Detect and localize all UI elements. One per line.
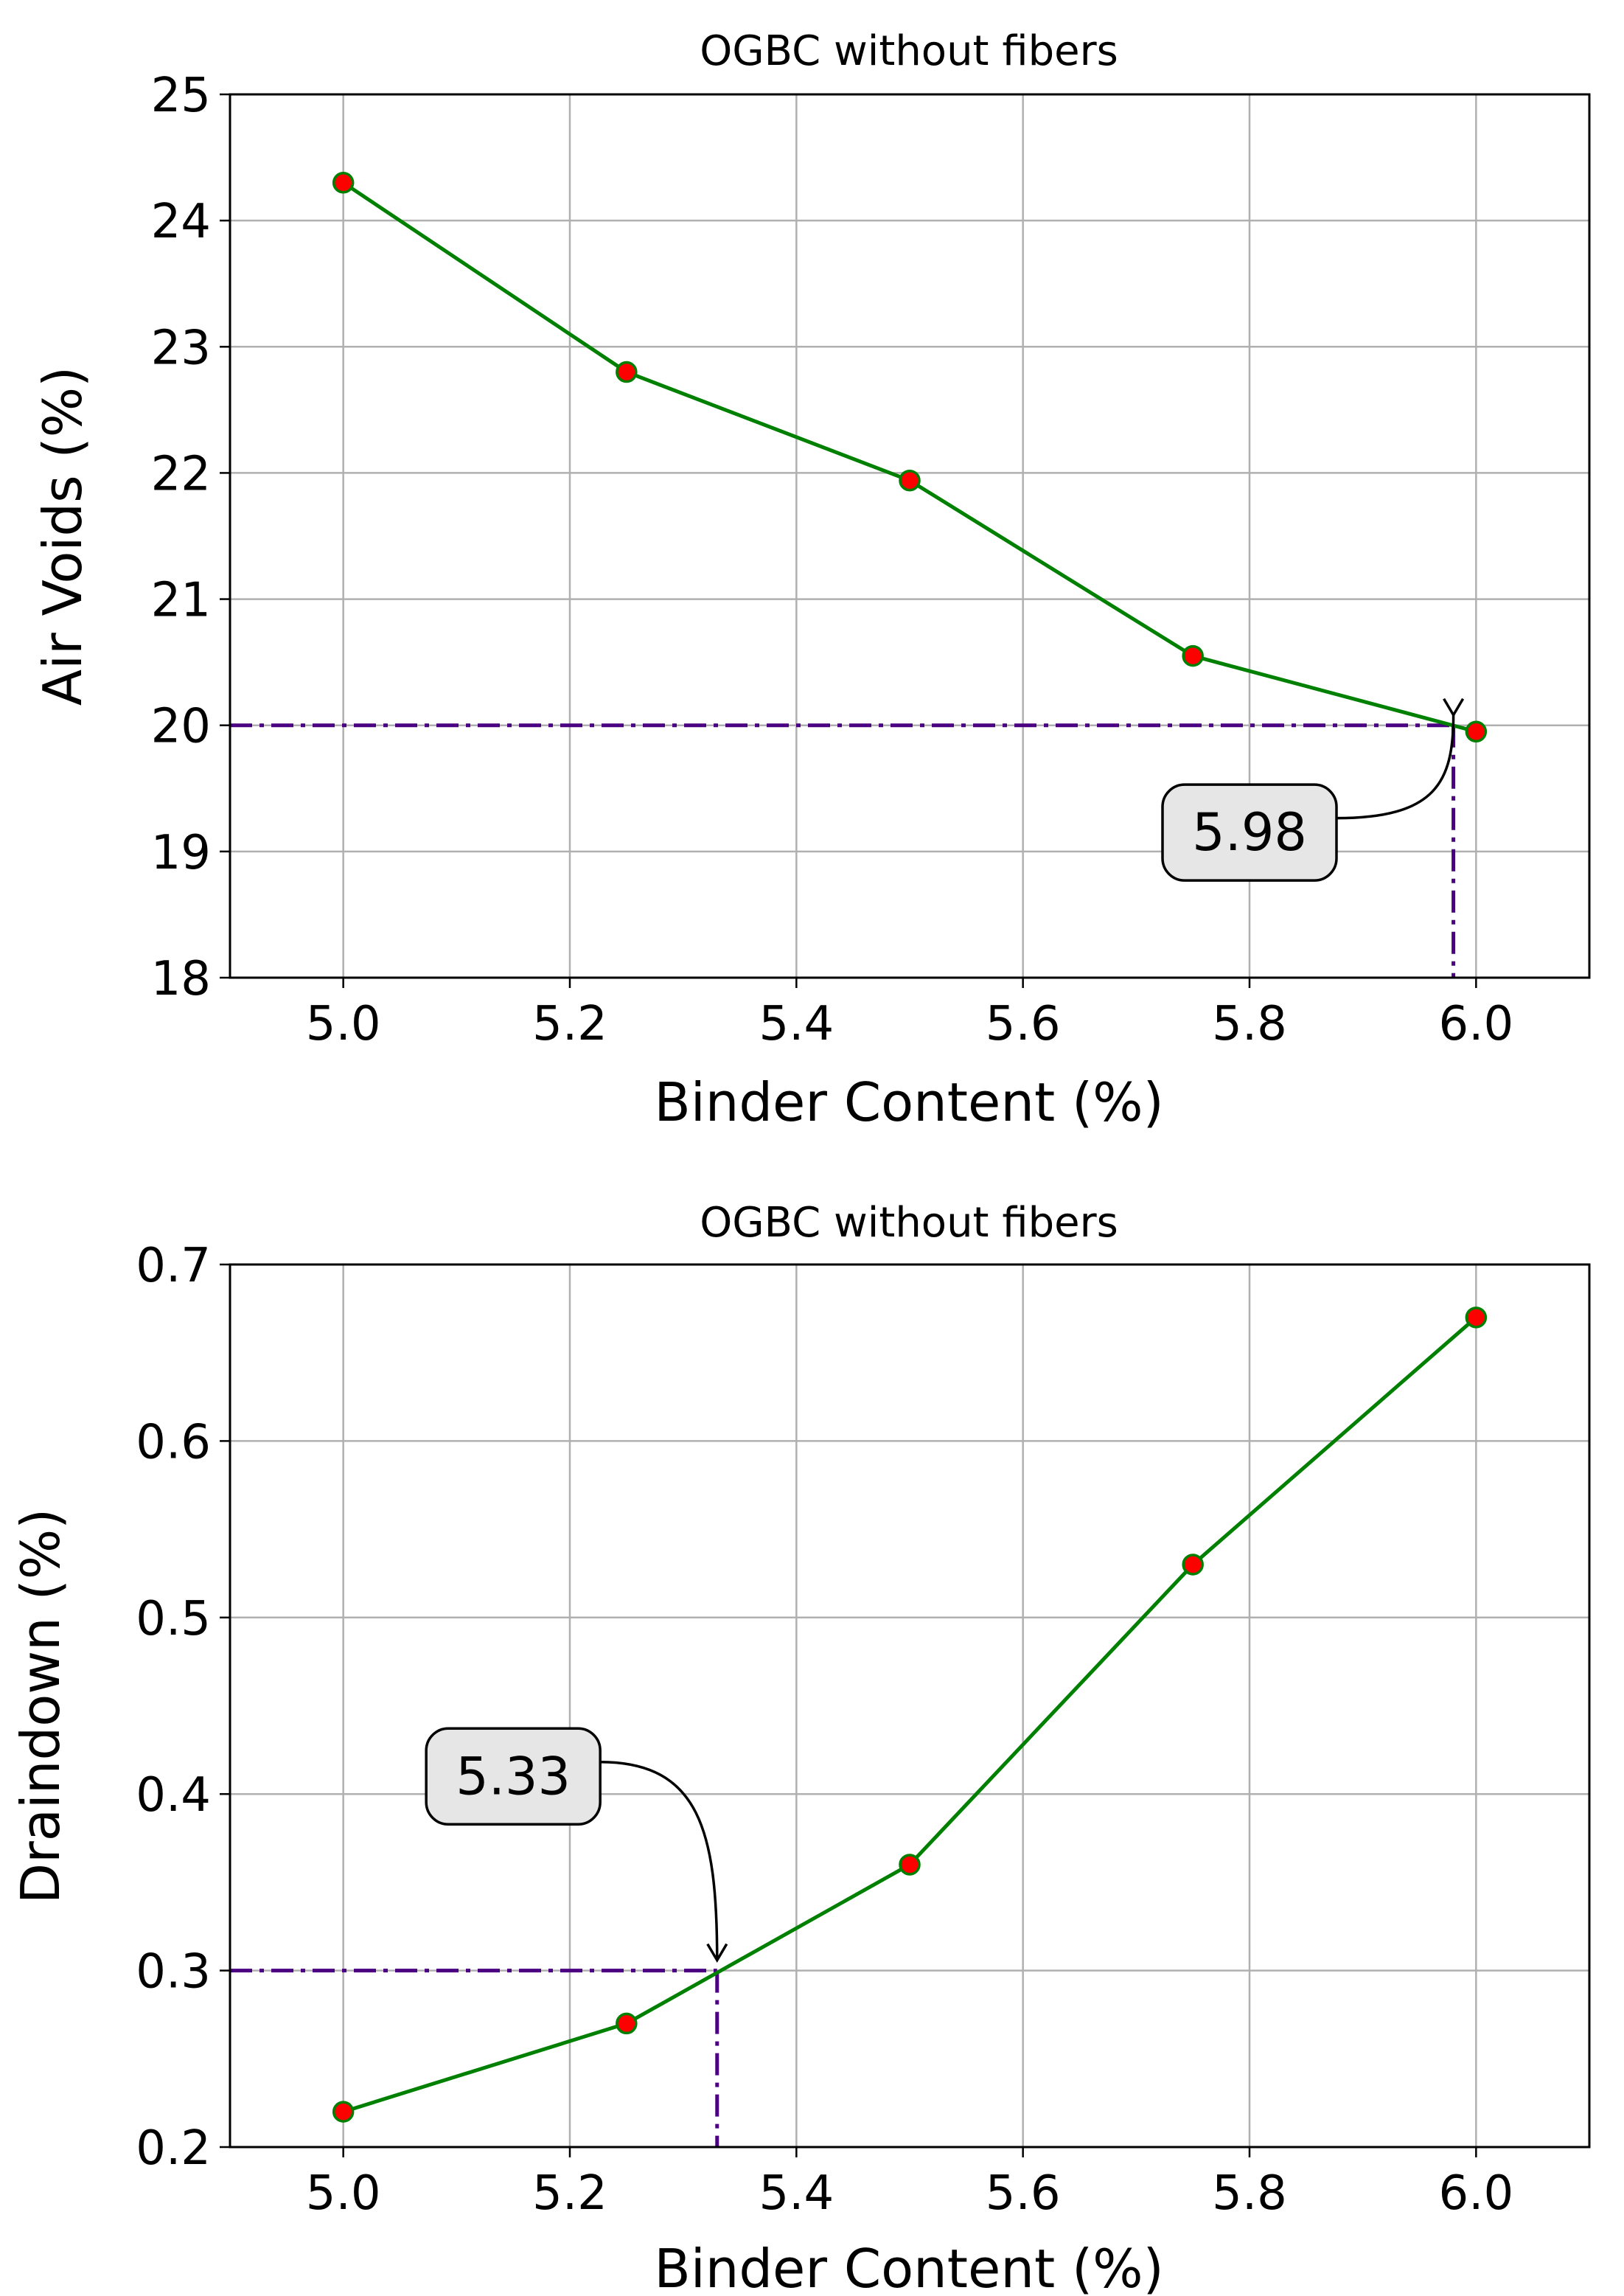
- data-point: [616, 2012, 638, 2035]
- data-point: [332, 172, 355, 194]
- x-axis-label: Binder Content (%): [654, 1071, 1163, 1133]
- y-tick-label: 19: [151, 826, 211, 880]
- data-point: [1465, 1307, 1488, 1329]
- annotation-arrow: [1336, 714, 1455, 820]
- y-tick-label: 0.5: [136, 1592, 211, 1646]
- chart-title: OGBC without fibers: [700, 1199, 1118, 1247]
- y-tick-label: 21: [151, 574, 211, 628]
- y-axis-label: Draindown (%): [10, 1509, 72, 1904]
- y-tick-label: 22: [151, 447, 211, 501]
- data-point: [1465, 720, 1488, 743]
- x-tick-label: 5.8: [1212, 997, 1287, 1051]
- data-point: [899, 1854, 921, 1876]
- annotation-label: 5.33: [456, 1746, 571, 1806]
- plot-frame: [229, 93, 1591, 979]
- y-tick-label: 25: [151, 69, 211, 123]
- chart-title: OGBC without fibers: [700, 27, 1118, 75]
- y-tick-label: 0.6: [136, 1415, 211, 1469]
- data-line: [342, 181, 1477, 734]
- y-tick-label: 0.4: [136, 1768, 211, 1823]
- x-tick-label: 5.4: [759, 997, 834, 1051]
- x-axis-label: Binder Content (%): [654, 2238, 1163, 2296]
- annotation-arrow: [600, 1761, 719, 1961]
- annotation-label: 5.98: [1192, 802, 1307, 863]
- draindown-chart: OGBC without fibers Binder Content (%) D…: [10, 1199, 1591, 2296]
- y-axis-label: Air Voids (%): [32, 366, 94, 706]
- annotation-arrowhead: [1443, 698, 1465, 718]
- y-tick-label: 18: [151, 952, 211, 1006]
- y-tick-label: 24: [151, 195, 211, 249]
- y-tick-label: 20: [151, 700, 211, 754]
- x-tick-label: 5.6: [986, 997, 1061, 1051]
- x-tick-label: 5.4: [759, 2166, 834, 2221]
- annotation-box: [425, 1727, 602, 1826]
- annotation-arrowhead: [706, 1943, 728, 1963]
- x-tick-label: 6.0: [1438, 2166, 1513, 2221]
- data-point: [1182, 644, 1204, 667]
- air-voids-chart: OGBC without fibers Binder Content (%) A…: [32, 27, 1591, 1133]
- y-tick-label: 0.7: [136, 1239, 211, 1293]
- data-point: [1182, 1554, 1204, 1576]
- x-tick-label: 5.0: [306, 2166, 381, 2221]
- plot-frame: [229, 1263, 1591, 2149]
- y-tick-label: 0.2: [136, 2121, 211, 2176]
- data-point: [899, 469, 921, 492]
- x-tick-label: 5.6: [986, 2166, 1061, 2221]
- x-tick-label: 6.0: [1438, 997, 1513, 1051]
- x-tick-label: 5.2: [532, 2166, 607, 2221]
- x-tick-label: 5.0: [306, 997, 381, 1051]
- data-point: [616, 361, 638, 383]
- y-tick-label: 0.3: [136, 1945, 211, 2000]
- x-tick-label: 5.2: [532, 997, 607, 1051]
- data-point: [332, 2101, 355, 2123]
- y-tick-label: 23: [151, 321, 211, 375]
- data-line: [342, 1315, 1477, 2114]
- x-tick-label: 5.8: [1212, 2166, 1287, 2221]
- annotation-box: [1161, 783, 1338, 882]
